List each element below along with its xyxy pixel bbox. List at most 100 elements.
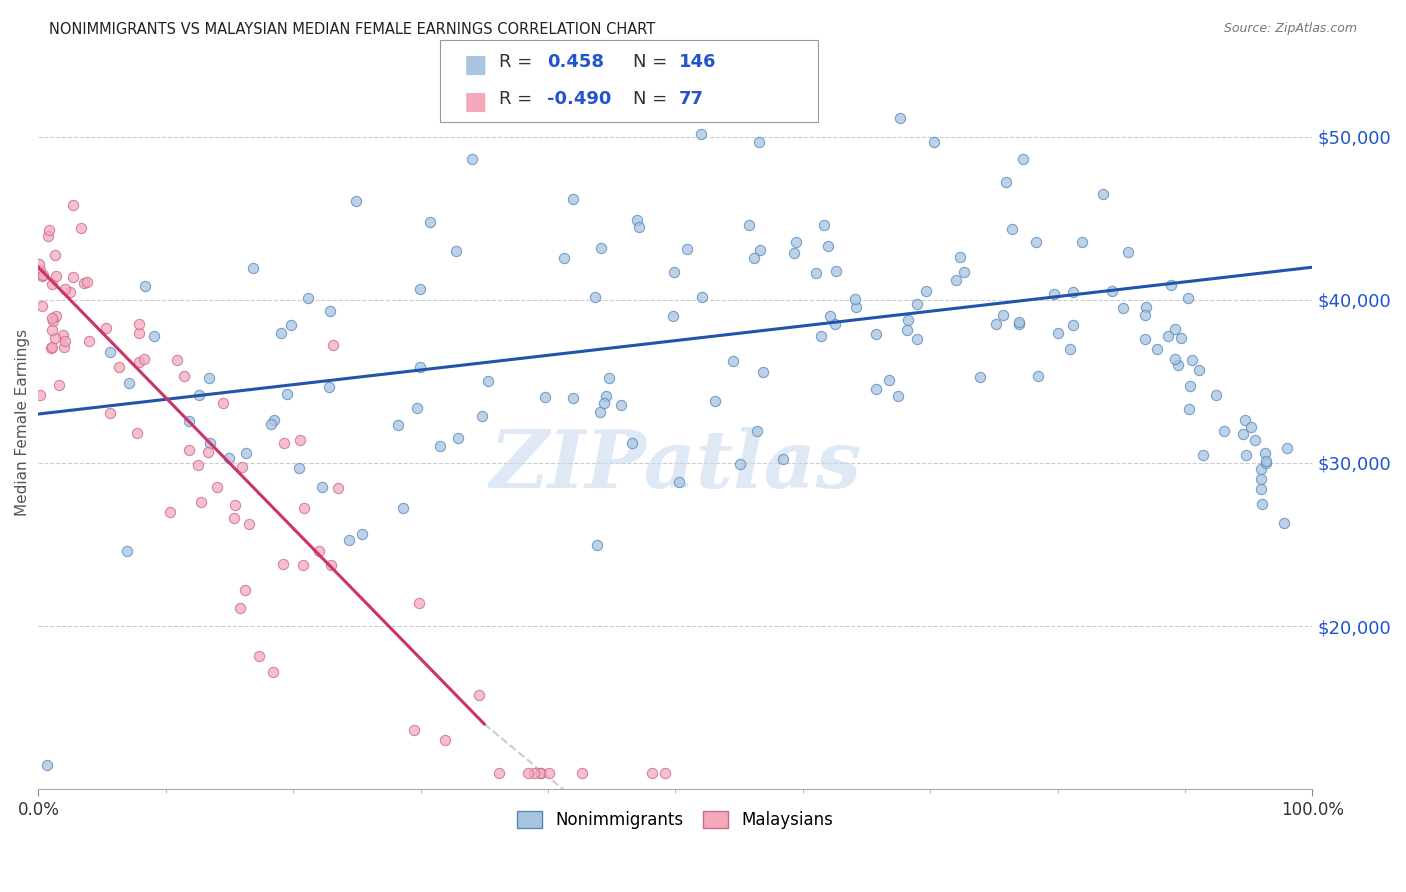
Point: [1256, 453, 1278, 467]
Point: [516, 765, 538, 780]
Point: [654, 765, 676, 780]
Point: [242, 260, 264, 275]
Point: [783, 245, 806, 260]
Point: [76, 275, 98, 289]
Point: [530, 765, 553, 780]
Point: [538, 765, 561, 780]
Point: [134, 279, 156, 293]
Point: [1070, 235, 1092, 249]
Point: [128, 318, 150, 332]
Point: [523, 765, 546, 780]
Point: [288, 461, 311, 475]
Point: [1101, 284, 1123, 298]
Point: [742, 251, 765, 265]
Point: [1001, 222, 1024, 236]
Point: [177, 414, 200, 428]
Point: [1178, 378, 1201, 392]
Point: [748, 135, 770, 149]
Point: [986, 318, 1008, 332]
Point: [53, 282, 76, 296]
Point: [247, 649, 270, 664]
Point: [991, 308, 1014, 322]
Point: [1177, 401, 1199, 416]
Point: [598, 371, 620, 385]
Point: [810, 329, 832, 343]
Point: [288, 433, 311, 447]
Text: NONIMMIGRANTS VS MALAYSIAN MEDIAN FEMALE EARNINGS CORRELATION CHART: NONIMMIGRANTS VS MALAYSIAN MEDIAN FEMALE…: [49, 22, 655, 37]
Point: [593, 395, 616, 409]
Point: [914, 284, 936, 298]
Point: [308, 544, 330, 558]
Point: [173, 369, 195, 384]
Point: [1250, 461, 1272, 475]
Point: [620, 435, 643, 450]
Point: [53, 334, 76, 348]
Point: [589, 241, 612, 255]
Point: [626, 213, 648, 227]
Point: [292, 501, 315, 516]
Point: [865, 326, 887, 341]
Text: 146: 146: [679, 53, 717, 70]
Point: [824, 318, 846, 332]
Point: [143, 329, 166, 343]
Point: [235, 582, 257, 597]
Point: [1250, 482, 1272, 496]
Point: [190, 495, 212, 509]
Point: [328, 482, 350, 496]
Legend: Nonimmigrants, Malaysians: Nonimmigrants, Malaysians: [510, 805, 841, 836]
Point: [745, 424, 768, 438]
Point: [39, 341, 62, 355]
Point: [845, 300, 868, 314]
Point: [53, 340, 76, 354]
Point: [31, 269, 53, 284]
Point: [280, 318, 302, 332]
Point: [1135, 300, 1157, 314]
Point: [238, 516, 260, 531]
Point: [48, 378, 70, 392]
Point: [211, 396, 233, 410]
Point: [529, 765, 551, 780]
Point: [447, 431, 470, 445]
Text: ■: ■: [464, 90, 488, 114]
Text: N =: N =: [633, 90, 672, 108]
Point: [409, 282, 432, 296]
Point: [319, 304, 342, 318]
Point: [44, 248, 66, 262]
Point: [218, 450, 240, 465]
Point: [953, 264, 976, 278]
Point: [627, 220, 650, 235]
Text: -0.490: -0.490: [547, 90, 612, 108]
Point: [344, 194, 367, 208]
Point: [263, 413, 285, 427]
Point: [352, 527, 374, 541]
Point: [553, 251, 575, 265]
Point: [262, 665, 284, 680]
Point: [297, 291, 319, 305]
Point: [62, 198, 84, 212]
Point: [41, 277, 63, 291]
Point: [477, 374, 499, 388]
Point: [273, 557, 295, 571]
Point: [1240, 420, 1263, 434]
Point: [224, 498, 246, 512]
Point: [690, 128, 713, 142]
Point: [1250, 472, 1272, 486]
Point: [228, 600, 250, 615]
Point: [1133, 332, 1156, 346]
Point: [728, 458, 751, 472]
Point: [825, 264, 848, 278]
Point: [177, 442, 200, 457]
Point: [41, 323, 63, 337]
Point: [118, 376, 141, 390]
Point: [471, 409, 494, 423]
Text: ZIPatlas: ZIPatlas: [489, 427, 862, 505]
Point: [41, 310, 63, 325]
Point: [488, 765, 510, 780]
Point: [52, 328, 75, 343]
Point: [260, 417, 283, 431]
Point: [562, 192, 585, 206]
Point: [98, 406, 121, 420]
Point: [1164, 352, 1187, 367]
Point: [62, 269, 84, 284]
Point: [1146, 342, 1168, 356]
